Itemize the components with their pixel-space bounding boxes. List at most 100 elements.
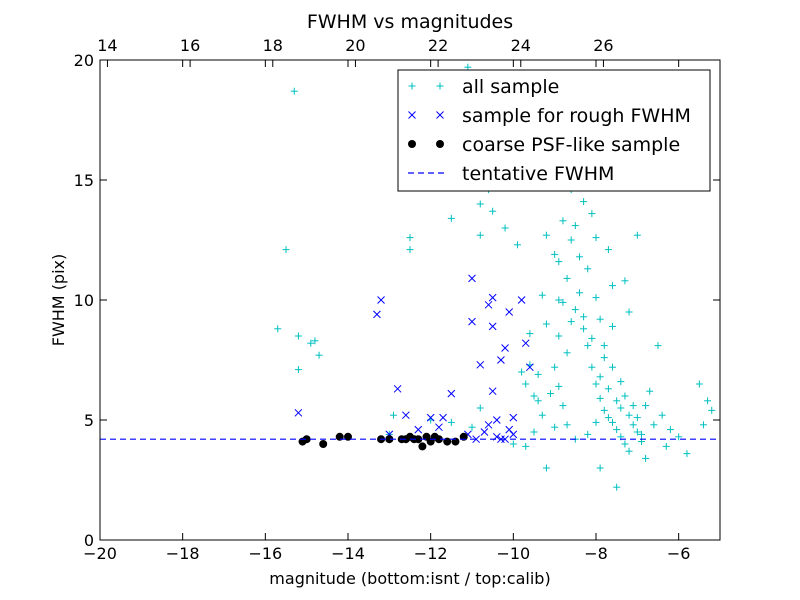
rough-fwhm-point bbox=[488, 387, 497, 396]
all-sample-point bbox=[596, 315, 604, 323]
all-sample-point bbox=[609, 418, 617, 426]
all-sample-point bbox=[518, 368, 526, 376]
all-sample-point bbox=[542, 320, 550, 328]
all-sample-point bbox=[542, 231, 550, 239]
all-sample-point bbox=[621, 440, 629, 448]
all-sample-point bbox=[646, 387, 654, 395]
all-sample-point bbox=[567, 318, 575, 326]
all-sample-point bbox=[563, 421, 571, 429]
rough-fwhm-point bbox=[439, 413, 447, 422]
all-sample-point bbox=[704, 397, 712, 405]
all-sample-point bbox=[551, 250, 559, 258]
all-sample-point bbox=[538, 411, 546, 419]
rough-fwhm-point bbox=[414, 425, 423, 434]
rough-fwhm-point bbox=[521, 339, 530, 348]
rough-fwhm-point bbox=[402, 411, 410, 420]
all-sample-point bbox=[642, 454, 650, 462]
rough-fwhm-point bbox=[505, 425, 514, 434]
legend-entry: sample for rough FWHM bbox=[408, 105, 691, 127]
legend-label: tentative FWHM bbox=[462, 163, 614, 185]
top-tick-label: 18 bbox=[263, 36, 283, 55]
all-sample-point bbox=[534, 397, 542, 405]
rough-fwhm-point bbox=[447, 389, 456, 398]
all-sample-point bbox=[683, 450, 691, 458]
legend-dot bbox=[408, 140, 416, 148]
top-tick-label: 26 bbox=[593, 36, 613, 55]
rough-fwhm-point bbox=[501, 344, 509, 352]
all-sample-point bbox=[662, 442, 670, 450]
legend-entry: tentative FWHM bbox=[408, 163, 614, 185]
rough-fwhm-point bbox=[377, 296, 385, 304]
all-sample-point bbox=[555, 296, 563, 304]
all-sample-point bbox=[274, 325, 282, 333]
all-sample-point bbox=[522, 380, 530, 388]
x-tick-label: −6 bbox=[667, 544, 691, 563]
all-sample-point bbox=[629, 402, 637, 410]
y-tick-label: 0 bbox=[84, 531, 94, 550]
all-sample-point bbox=[522, 442, 530, 450]
all-sample-point bbox=[609, 363, 617, 371]
legend-cross bbox=[436, 111, 444, 119]
legend-label: coarse PSF-like sample bbox=[462, 134, 680, 156]
all-sample-point bbox=[513, 241, 521, 249]
all-sample-point bbox=[294, 332, 302, 340]
all-sample-point bbox=[294, 366, 302, 374]
x-tick-label: −14 bbox=[331, 544, 365, 563]
all-sample-point bbox=[447, 214, 455, 222]
rough-fwhm-point bbox=[509, 413, 518, 422]
rough-fwhm-point bbox=[492, 416, 501, 424]
all-sample-point bbox=[389, 411, 397, 419]
all-sample-point bbox=[509, 440, 517, 448]
legend-dot bbox=[436, 140, 444, 148]
psf-like-point bbox=[418, 442, 427, 451]
all-sample-point bbox=[542, 464, 550, 472]
all-sample-point bbox=[447, 418, 455, 426]
y-tick-label: 10 bbox=[74, 291, 94, 310]
rough-fwhm-point bbox=[435, 423, 443, 432]
all-sample-point bbox=[580, 198, 588, 206]
all-sample-point bbox=[596, 394, 604, 402]
rough-fwhm-point bbox=[526, 363, 534, 372]
all-sample-point bbox=[617, 404, 625, 412]
all-sample-point bbox=[588, 334, 596, 342]
y-tick-label: 15 bbox=[74, 171, 94, 190]
all-sample-point bbox=[547, 390, 555, 398]
all-sample-point bbox=[551, 423, 559, 431]
all-sample-point bbox=[600, 406, 608, 414]
top-tick-label: 24 bbox=[511, 36, 531, 55]
all-sample-point bbox=[666, 426, 674, 434]
all-sample-point bbox=[604, 246, 612, 254]
all-sample-point bbox=[476, 200, 484, 208]
all-sample-point bbox=[658, 411, 666, 419]
all-sample-point bbox=[604, 414, 612, 422]
x-tick-label: −16 bbox=[248, 544, 282, 563]
all-sample-point bbox=[282, 246, 290, 254]
y-axis-label: FWHM (pix) bbox=[49, 254, 68, 347]
top-tick-label: 16 bbox=[180, 36, 200, 55]
axes: −20 −18 −16 −14 −12 −10 −8 −6 14 16 18 20 22 24 26 0 5 10… bbox=[74, 36, 720, 563]
all-sample-point bbox=[555, 382, 563, 390]
all-sample-point bbox=[596, 464, 604, 472]
all-sample-point bbox=[290, 87, 298, 95]
plot-area bbox=[100, 63, 720, 491]
psf-like-point bbox=[319, 440, 328, 448]
all-sample-point bbox=[617, 378, 625, 386]
rough-fwhm-point bbox=[294, 408, 303, 417]
all-sample-point bbox=[559, 298, 567, 306]
all-sample-point bbox=[584, 430, 592, 438]
all-sample-point bbox=[530, 428, 538, 436]
rough-fwhm-point bbox=[426, 413, 435, 422]
all-sample-point bbox=[406, 234, 414, 242]
all-sample-point bbox=[571, 222, 579, 230]
top-tick-label: 20 bbox=[345, 36, 365, 55]
all-sample-point bbox=[538, 291, 546, 299]
rough-fwhm-point bbox=[484, 300, 493, 309]
all-sample-point bbox=[580, 325, 588, 333]
all-sample-point bbox=[613, 397, 621, 405]
x-tick-label: −18 bbox=[166, 544, 200, 563]
all-sample-point bbox=[633, 231, 641, 239]
legend-label: all sample bbox=[462, 76, 559, 98]
all-sample-point bbox=[311, 337, 319, 345]
all-sample-point bbox=[588, 210, 596, 218]
